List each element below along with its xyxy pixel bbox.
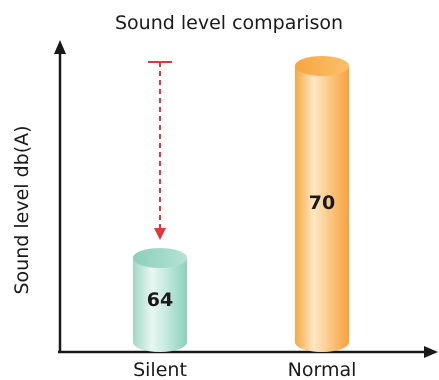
chart-title: Sound level comparison xyxy=(115,12,343,34)
annotation-group xyxy=(148,61,172,240)
category-label-silent: Silent xyxy=(133,359,187,380)
bar-top-silent xyxy=(133,248,187,268)
bars-group: 64 70 xyxy=(133,56,349,352)
bar-normal: 70 xyxy=(295,56,349,352)
dashed-arrow-head xyxy=(154,228,166,240)
value-label-silent: 64 xyxy=(147,289,173,311)
category-label-normal: Normal xyxy=(288,359,357,380)
bar-body-silent xyxy=(133,258,187,352)
y-axis-label: Sound level db(A) xyxy=(11,125,33,294)
bar-body-normal xyxy=(295,66,349,352)
bar-silent: 64 xyxy=(133,248,187,352)
bar-top-normal xyxy=(295,56,349,76)
value-label-normal: 70 xyxy=(309,192,335,214)
y-axis-arrowhead xyxy=(54,40,66,54)
x-axis-arrowhead xyxy=(424,346,438,358)
axes xyxy=(54,40,438,358)
